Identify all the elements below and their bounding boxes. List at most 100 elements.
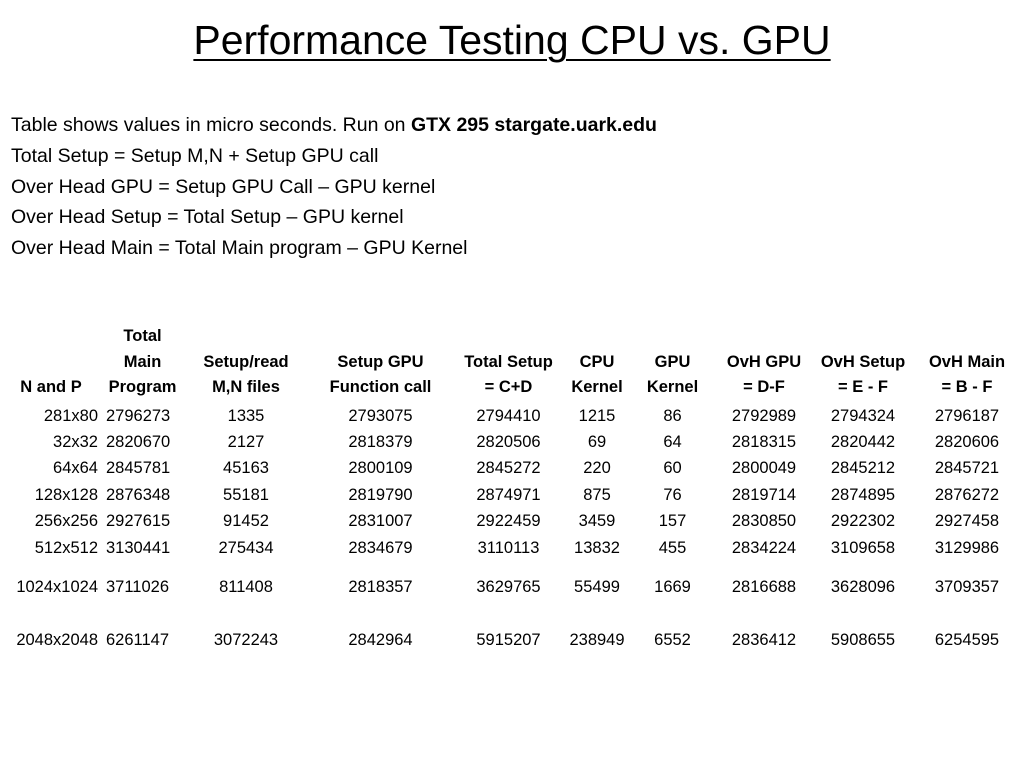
column-header: GPU Kernel	[629, 324, 716, 403]
column-header: N and P	[0, 324, 102, 403]
table-cell-value: 275434	[218, 538, 274, 557]
table-cell-value: 281x80	[43, 406, 98, 425]
note-line-overhead-main: Over Head Main = Total Main program – GP…	[11, 237, 468, 260]
table-cell-value: 3110113	[477, 538, 540, 557]
table-cell-value: 3129986	[934, 538, 1000, 557]
table-cell: 1669	[629, 561, 716, 614]
table-cell: 55499	[565, 561, 629, 614]
slide-title: Performance Testing CPU vs. GPU	[193, 17, 831, 63]
table-cell-value: 76	[663, 485, 682, 504]
table-cell-value: 86	[663, 406, 682, 425]
notes-block: Table shows values in micro seconds. Run…	[11, 110, 657, 264]
table-cell-value: 2842964	[348, 630, 413, 649]
table-cell: 2834224	[716, 535, 812, 561]
table-cell: 91452	[183, 508, 309, 534]
table-cell: 2818315	[716, 429, 812, 455]
table-cell-value: 2048x2048	[16, 630, 98, 649]
table-cell-value: 2794410	[476, 406, 541, 425]
table-cell: 2874895	[812, 482, 914, 508]
table-cell-value: 3711026	[106, 577, 170, 596]
column-header-line: = D-F	[743, 378, 785, 396]
table-cell: 2816688	[716, 561, 812, 614]
table-cell: 69	[565, 429, 629, 455]
table-cell: 128x128	[0, 482, 102, 508]
table-cell-value: 55499	[574, 577, 620, 596]
column-header-line: N and P	[20, 378, 82, 396]
table-cell: 2792989	[716, 403, 812, 429]
note-line-overhead-setup: Over Head Setup = Total Setup – GPU kern…	[11, 206, 404, 229]
note-units-text: Table shows values in micro seconds. Run…	[11, 114, 411, 136]
table-cell-value: 60	[663, 459, 682, 478]
note-line-units: Table shows values in micro seconds. Run…	[11, 110, 657, 141]
table-cell: 5908655	[812, 614, 914, 667]
table-cell: 3711026	[102, 561, 183, 614]
table-cell-value: 2816688	[731, 577, 797, 596]
table-cell-value: 3130441	[106, 538, 171, 557]
table-cell: 32x32	[0, 429, 102, 455]
table-cell: 2831007	[309, 508, 452, 534]
column-header: CPU Kernel	[565, 324, 629, 403]
table-cell: 2842964	[309, 614, 452, 667]
table-cell: 2922459	[452, 508, 565, 534]
table-row: 2048x2048 6261147 3072243 2842964 5915207 238…	[0, 614, 1020, 667]
table-cell: 2818379	[309, 429, 452, 455]
table-cell-value: 128x128	[34, 485, 98, 504]
table-cell-value: 2845212	[830, 459, 896, 478]
table-cell: 2834679	[309, 535, 452, 561]
table-cell: 2820442	[812, 429, 914, 455]
column-header-line: = E - F	[838, 378, 888, 396]
column-header-line: Total	[123, 327, 162, 345]
column-header-line: Setup GPU	[337, 352, 424, 371]
table-cell-value: 2845272	[476, 459, 541, 478]
table-cell-value: 1215	[578, 406, 616, 425]
column-header-line: Main	[123, 352, 162, 371]
column-header: Total Main Program	[102, 324, 183, 403]
table-cell: 3629765	[452, 561, 565, 614]
table-cell: 6254595	[914, 614, 1020, 667]
table-cell: 512x512	[0, 535, 102, 561]
table-cell: 3110113	[452, 535, 565, 561]
table-cell-value: 2876272	[934, 485, 1000, 504]
column-header: Total Setup = C+D	[452, 324, 565, 403]
table-cell: 281x80	[0, 403, 102, 429]
table-row: 1024x1024 3711026 811408 2818357 3629765 5549…	[0, 561, 1020, 614]
column-header-line: Kernel	[571, 378, 623, 396]
table-cell: 275434	[183, 535, 309, 561]
column-header-line: = B - F	[941, 378, 993, 396]
table-cell: 875	[565, 482, 629, 508]
table-row: 64x64 2845781 45163 2800109 2845272 220 60 2800…	[0, 455, 1020, 481]
table-cell-value: 2831007	[348, 512, 413, 531]
column-header-line: GPU	[654, 352, 691, 371]
column-header-line: OvH Setup	[820, 352, 906, 371]
column-header-line: Kernel	[646, 378, 699, 396]
table-cell-value: 2836412	[731, 630, 797, 649]
table-cell-value: 13832	[574, 538, 620, 557]
table-cell-value: 5908655	[830, 630, 896, 649]
column-header-line: M,N files	[212, 378, 280, 396]
table-cell-value: 2922302	[830, 512, 896, 531]
table-row: 32x32 2820670 2127 2818379 2820506 69 64 281831…	[0, 429, 1020, 455]
table-cell: 60	[629, 455, 716, 481]
column-header-line: Program	[108, 378, 177, 396]
table-row: 256x256 2927615 91452 2831007 2922459 3459 157…	[0, 508, 1020, 534]
table-cell: 3129986	[914, 535, 1020, 561]
table-cell: 2874971	[452, 482, 565, 508]
table-cell: 2818357	[309, 561, 452, 614]
table-cell: 2796273	[102, 403, 183, 429]
table-cell-value: 6552	[654, 630, 691, 649]
table-cell: 2127	[183, 429, 309, 455]
table-cell-value: 512x512	[34, 538, 98, 557]
table-cell-value: 2834224	[731, 538, 797, 557]
table-cell-value: 238949	[569, 630, 625, 649]
table-cell-value: 2845721	[934, 459, 1000, 478]
table-cell-value: 32x32	[53, 432, 98, 451]
table-cell-value: 69	[587, 432, 607, 451]
column-header: Setup GPU Function call	[309, 324, 452, 403]
column-header-line: CPU	[579, 352, 615, 371]
table-cell-value: 2830850	[731, 512, 797, 531]
table-cell: 6552	[629, 614, 716, 667]
table-cell: 2796187	[914, 403, 1020, 429]
table-cell-value: 2874971	[476, 485, 541, 504]
table-cell: 3628096	[812, 561, 914, 614]
table-cell: 811408	[183, 561, 309, 614]
